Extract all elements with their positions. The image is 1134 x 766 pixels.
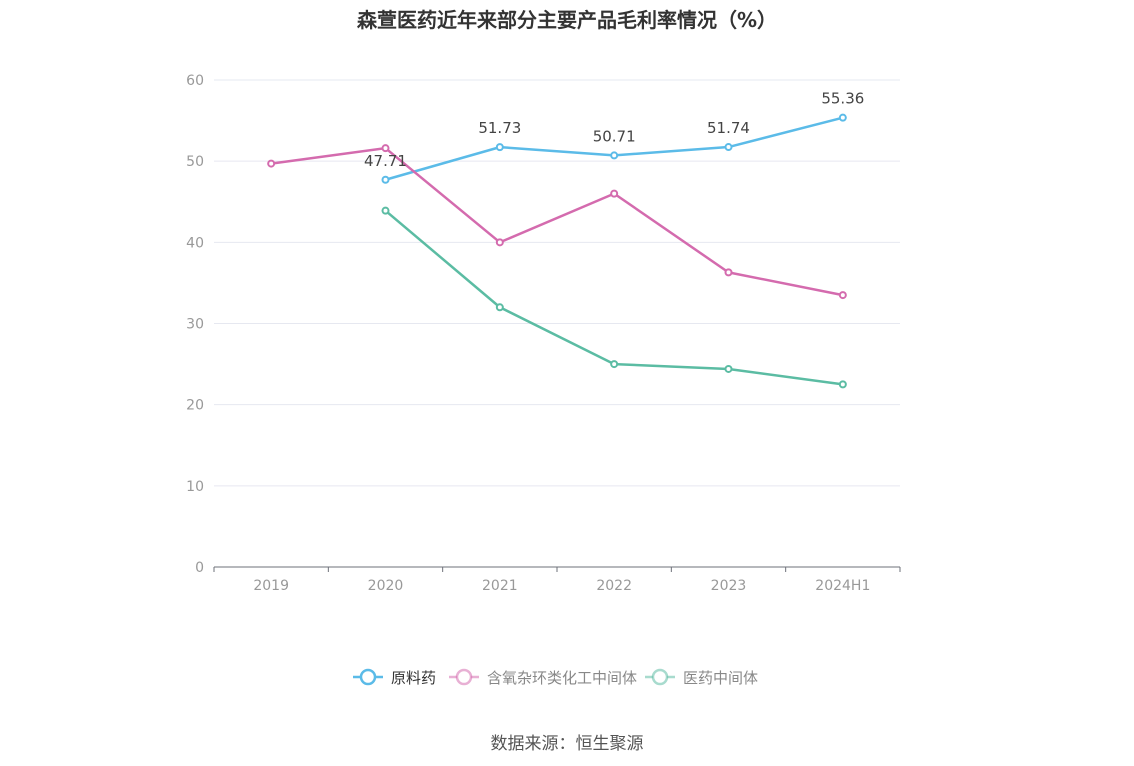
chart-title: 森萱医药近年来部分主要产品毛利率情况（%） [356, 8, 778, 32]
data-label: 51.74 [707, 119, 750, 137]
data-label: 55.36 [821, 90, 864, 108]
data-point [495, 303, 504, 312]
x-tick-label: 2022 [596, 578, 632, 594]
data-point [381, 144, 390, 153]
y-tick-label: 50 [186, 154, 204, 170]
y-axis-ticks: 0 10 20 30 40 50 60 [186, 73, 204, 576]
data-point [381, 175, 390, 184]
y-tick-label: 20 [186, 398, 204, 414]
series-lines [270, 116, 844, 386]
data-point [838, 291, 847, 300]
series-line-1 [270, 146, 844, 297]
grid-lines [214, 79, 900, 487]
legend-marker [359, 668, 377, 686]
x-axis: 2019 2020 2021 2022 2023 2024H1 [213, 566, 901, 594]
data-point [610, 189, 619, 198]
data-point [381, 206, 390, 215]
legend-marker [455, 668, 473, 686]
series-points [267, 113, 847, 389]
x-tick-label: 2020 [368, 578, 404, 594]
legend-label: 原料药 [391, 669, 436, 687]
legend-label: 含氧杂环类化工中间体 [487, 669, 637, 687]
x-tick-label: 2021 [482, 578, 518, 594]
data-point [495, 238, 504, 247]
y-tick-label: 10 [186, 479, 204, 495]
data-point [610, 151, 619, 160]
data-point [267, 159, 276, 168]
series-line-2 [384, 209, 844, 386]
x-tick-label: 2023 [711, 578, 747, 594]
legend-marker [651, 668, 669, 686]
data-labels: 47.71 51.73 50.71 51.74 55.36 [364, 90, 864, 170]
legend-label: 医药中间体 [683, 669, 758, 687]
y-tick-label: 60 [186, 73, 204, 89]
y-tick-label: 0 [195, 560, 204, 576]
data-label: 50.71 [593, 127, 636, 145]
legend: 原料药 含氧杂环类化工中间体 医药中间体 [353, 668, 758, 687]
data-point [724, 143, 733, 152]
y-tick-label: 30 [186, 317, 204, 333]
data-label: 51.73 [478, 119, 521, 137]
x-tick-label: 2019 [253, 578, 289, 594]
data-point [838, 113, 847, 122]
data-source: 数据来源：恒生聚源 [490, 734, 644, 754]
x-tick-label: 2024H1 [815, 578, 870, 594]
data-point [724, 364, 733, 373]
data-label: 47.71 [364, 152, 407, 170]
data-point [610, 360, 619, 369]
data-point [495, 143, 504, 152]
data-point [724, 268, 733, 277]
data-point [838, 380, 847, 389]
y-tick-label: 40 [186, 235, 204, 251]
